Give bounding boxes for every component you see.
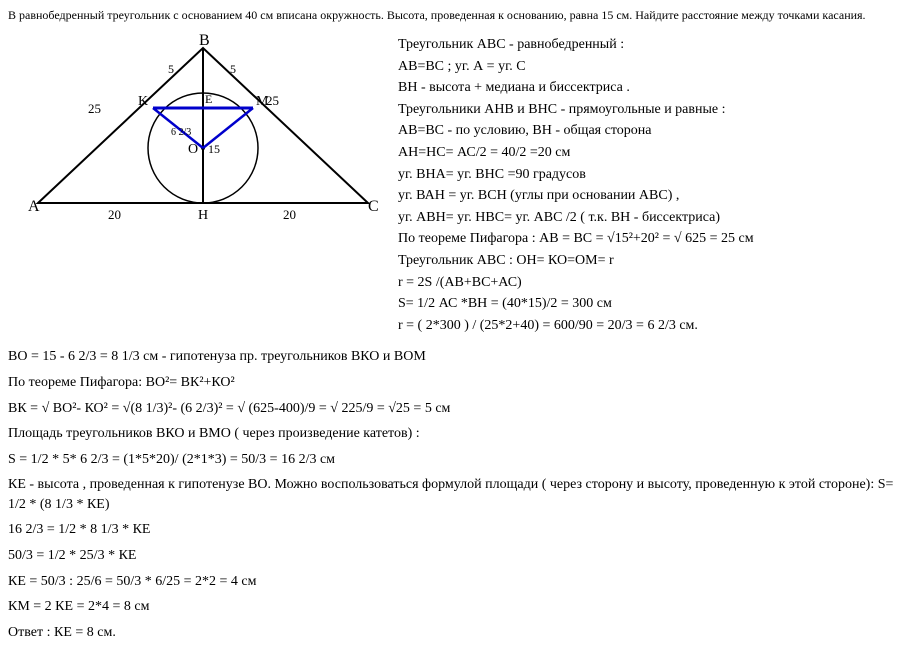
label-b: B	[199, 33, 210, 49]
solution-text: уг. ВАН = уг. ВСН (углы при основании АВ…	[398, 186, 900, 206]
measure-6-23: 6 2/3	[171, 127, 191, 138]
solution-text: ВК = √ ВО²- КО² = √(8 1/3)²- (6 2/3)² = …	[8, 399, 900, 419]
solution-text: По теореме Пифагора: ВО²= ВК²+КО²	[8, 373, 900, 393]
solution-text: уг. АВН= уг. НВС= уг. АВС /2 ( т.к. ВН -…	[398, 208, 900, 228]
label-a: A	[28, 198, 40, 215]
measure-25-right: 25	[266, 93, 279, 108]
solution-text: КЕ = 50/3 : 25/6 = 50/3 * 6/25 = 2*2 = 4…	[8, 572, 900, 592]
solution-body: ВО = 15 - 6 2/3 = 8 1/3 см - гипотенуза …	[8, 347, 900, 642]
solution-text: АВ=ВС - по условию, ВН - общая сторона	[398, 121, 900, 141]
solution-text: S= 1/2 АС *ВН = (40*15)/2 = 300 см	[398, 294, 900, 314]
answer-text: Ответ : КЕ = 8 см.	[8, 623, 900, 643]
solution-text: Треугольник АВС : ОН= КО=ОМ= r	[398, 251, 900, 271]
solution-text: ВО = 15 - 6 2/3 = 8 1/3 см - гипотенуза …	[8, 347, 900, 367]
solution-text: АВ=ВС ; уг. А = уг. С	[398, 57, 900, 77]
label-o: O	[188, 142, 198, 157]
main-content: A B C H K M O E 25 25 5 5 20 20 15 6 2/3…	[8, 33, 900, 337]
solution-text: КЕ - высота , проведенная к гипотенузе В…	[8, 475, 900, 514]
solution-text: уг. ВНА= уг. ВНС =90 градусов	[398, 165, 900, 185]
label-e: E	[205, 92, 212, 106]
solution-text: ВН - высота + медиана и биссектриса .	[398, 78, 900, 98]
problem-statement: В равнобедренный треугольник с основание…	[8, 8, 900, 23]
label-h: H	[198, 208, 208, 223]
triangle-diagram: A B C H K M O E 25 25 5 5 20 20 15 6 2/3	[8, 33, 378, 238]
solution-text: 50/3 = 1/2 * 25/3 * КЕ	[8, 546, 900, 566]
solution-text: По теореме Пифагора : АВ = ВС = √15²+20²…	[398, 229, 900, 249]
solution-text: Треугольники АНВ и ВНС - прямоугольные и…	[398, 100, 900, 120]
solution-text: КМ = 2 КЕ = 2*4 = 8 см	[8, 597, 900, 617]
measure-20-left: 20	[108, 207, 121, 222]
measure-20-right: 20	[283, 207, 296, 222]
measure-5-left: 5	[168, 62, 174, 76]
measure-5-right: 5	[230, 62, 236, 76]
solution-text: S = 1/2 * 5* 6 2/3 = (1*5*20)/ (2*1*3) =…	[8, 450, 900, 470]
measure-15: 15	[208, 142, 220, 156]
solution-text: r = 2S /(АВ+ВС+АС)	[398, 273, 900, 293]
solution-text: АН=НС= АС/2 = 40/2 =20 см	[398, 143, 900, 163]
label-k: K	[138, 94, 148, 109]
solution-text: 16 2/3 = 1/2 * 8 1/3 * КЕ	[8, 520, 900, 540]
measure-25-left: 25	[88, 101, 101, 116]
solution-text: r = ( 2*300 ) / (25*2+40) = 600/90 = 20/…	[398, 316, 900, 336]
solution-right-column: Треугольник АВС - равнобедренный : АВ=ВС…	[398, 33, 900, 337]
solution-text: Площадь треугольников ВКО и ВМО ( через …	[8, 424, 900, 444]
label-c: C	[368, 198, 378, 215]
solution-text: Треугольник АВС - равнобедренный :	[398, 35, 900, 55]
